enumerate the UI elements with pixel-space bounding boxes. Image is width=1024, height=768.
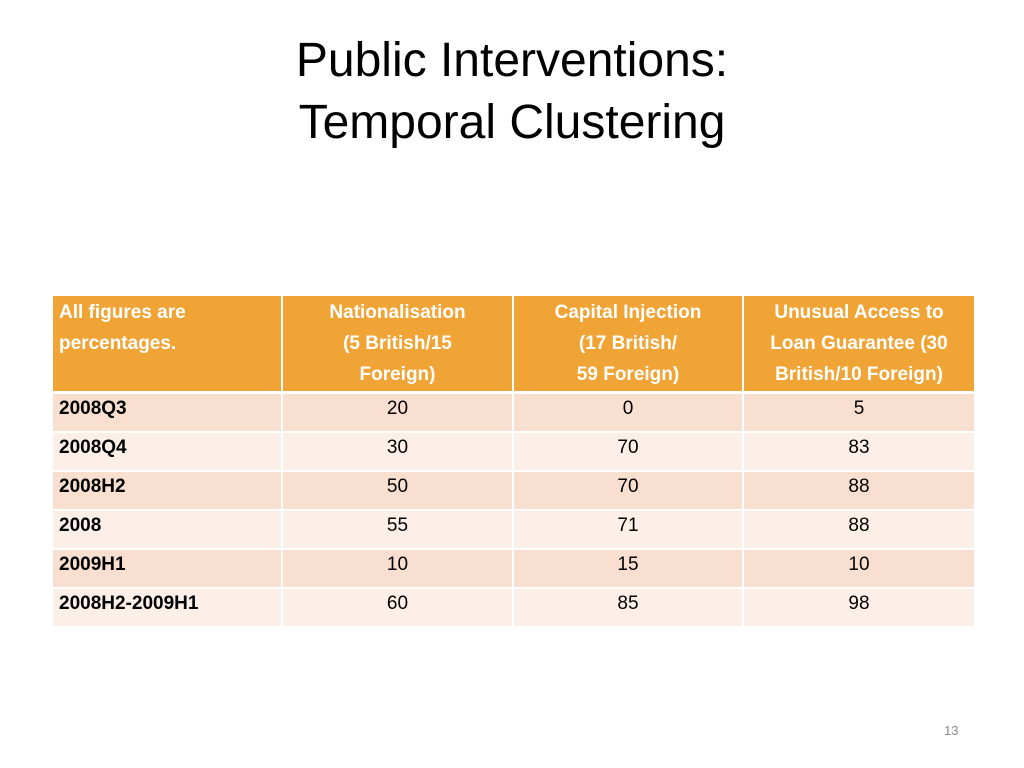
table-row: 2008H2-2009H1 60 85 98 xyxy=(53,587,974,628)
header-line: Loan Guarantee (30 xyxy=(770,333,948,354)
header-cell-capital-injection: Capital Injection (17 British/ 59 Foreig… xyxy=(513,296,744,394)
row-label: 2008Q4 xyxy=(53,431,283,472)
table-row: 2008Q4 30 70 83 xyxy=(53,431,974,472)
cell-loan-guarantee: 10 xyxy=(743,548,974,589)
slide-title-line-1: Public Interventions: xyxy=(295,34,729,87)
cell-loan-guarantee: 88 xyxy=(743,509,974,550)
row-label: 2009H1 xyxy=(53,548,283,589)
header-line: British/10 Foreign) xyxy=(775,364,943,385)
page-number: 13 xyxy=(944,723,959,738)
cell-nationalisation: 50 xyxy=(282,470,514,511)
slide-title-line-2: Temporal Clustering xyxy=(298,96,726,149)
header-line: Capital Injection xyxy=(554,302,702,323)
cell-nationalisation: 30 xyxy=(282,431,514,472)
cell-capital-injection: 71 xyxy=(513,509,744,550)
cell-nationalisation: 20 xyxy=(282,392,514,433)
header-cell-loan-guarantee: Unusual Access to Loan Guarantee (30 Bri… xyxy=(743,296,974,394)
header-line: (5 British/15 xyxy=(343,333,452,354)
cell-capital-injection: 70 xyxy=(513,431,744,472)
header-cell-note: All figures are percentages. xyxy=(53,296,283,394)
header-line: (17 British/ xyxy=(578,333,678,354)
header-line: percentages. xyxy=(59,333,177,354)
cell-nationalisation: 60 xyxy=(282,587,514,628)
cell-loan-guarantee: 88 xyxy=(743,470,974,511)
cell-loan-guarantee: 5 xyxy=(743,392,974,433)
row-label: 2008 xyxy=(53,509,283,550)
cell-nationalisation: 55 xyxy=(282,509,514,550)
cell-nationalisation: 10 xyxy=(282,548,514,589)
table-row: 2009H1 10 15 10 xyxy=(53,548,974,589)
cell-loan-guarantee: 98 xyxy=(743,587,974,628)
cell-loan-guarantee: 83 xyxy=(743,431,974,472)
row-label: 2008Q3 xyxy=(53,392,283,433)
interventions-table: All figures are percentages. Nationalisa… xyxy=(53,296,974,628)
cell-capital-injection: 85 xyxy=(513,587,744,628)
table-row: 2008Q3 20 0 5 xyxy=(53,392,974,433)
header-line: 59 Foreign) xyxy=(576,364,680,385)
table-row: 2008H2 50 70 88 xyxy=(53,470,974,511)
table-row: 2008 55 71 88 xyxy=(53,509,974,550)
cell-capital-injection: 0 xyxy=(513,392,744,433)
table-header-row: All figures are percentages. Nationalisa… xyxy=(53,296,974,394)
row-label: 2008H2 xyxy=(53,470,283,511)
header-line: Nationalisation xyxy=(329,302,466,323)
row-label: 2008H2-2009H1 xyxy=(53,587,283,628)
header-cell-nationalisation: Nationalisation (5 British/15 Foreign) xyxy=(282,296,514,394)
cell-capital-injection: 15 xyxy=(513,548,744,589)
header-line: Foreign) xyxy=(359,364,436,385)
header-line: Unusual Access to xyxy=(774,302,944,323)
header-line: All figures are xyxy=(59,302,186,323)
slide-title: Public Interventions: Temporal Clusterin… xyxy=(0,30,1024,154)
cell-capital-injection: 70 xyxy=(513,470,744,511)
